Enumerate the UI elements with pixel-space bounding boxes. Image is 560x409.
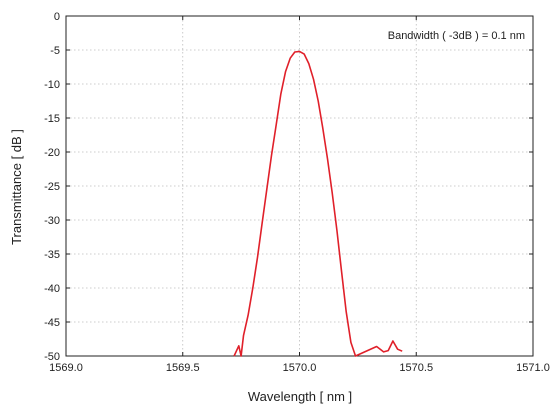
- y-axis-label: Transmittance [ dB ]: [9, 129, 24, 245]
- series-layer: [233, 50, 403, 357]
- x-tick-label: 1570.0: [283, 362, 317, 374]
- y-tick-label: -40: [44, 283, 60, 295]
- x-tick-label: 1569.5: [166, 362, 200, 374]
- y-tick-label: -20: [44, 147, 60, 159]
- transmittance-line: [233, 50, 403, 357]
- grid-lines: [66, 16, 533, 356]
- y-tick-label: -45: [44, 317, 60, 329]
- x-tick-label: 1570.5: [399, 362, 433, 374]
- y-tick-label: -30: [44, 215, 60, 227]
- bandwidth-annotation: Bandwidth ( -3dB ) = 0.1 nm: [388, 30, 525, 42]
- x-tick-label: 1571.0: [516, 362, 550, 374]
- y-tick-label: -25: [44, 181, 60, 193]
- x-axis-label: Wavelength [ nm ]: [248, 389, 352, 404]
- y-tick-label: -35: [44, 249, 60, 261]
- y-tick-label: 0: [54, 11, 60, 23]
- y-tick-label: -10: [44, 79, 60, 91]
- y-tick-label: -50: [44, 351, 60, 363]
- y-tick-label: -5: [50, 45, 60, 57]
- y-tick-label: -15: [44, 113, 60, 125]
- x-tick-label: 1569.0: [49, 362, 83, 374]
